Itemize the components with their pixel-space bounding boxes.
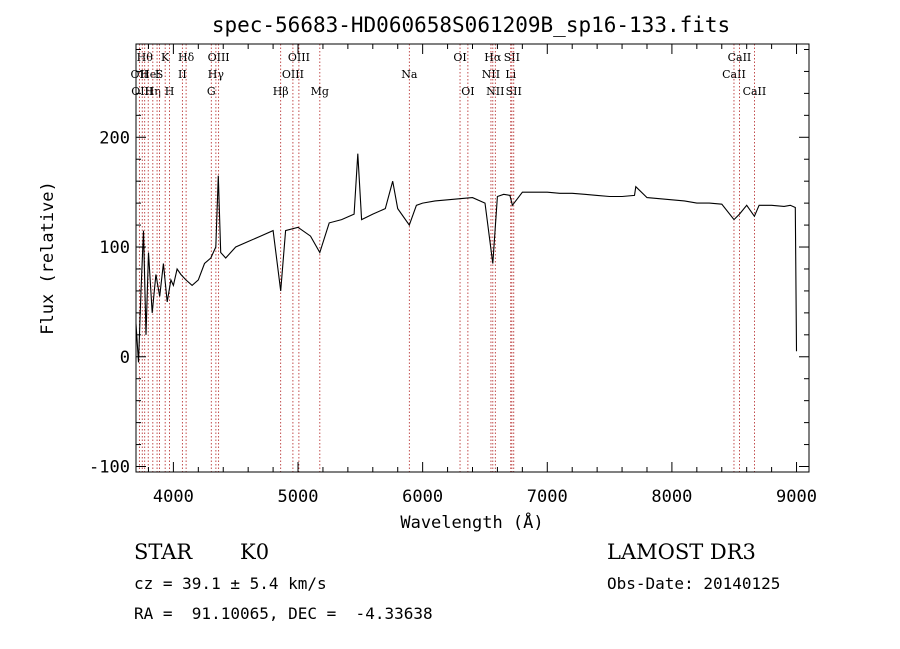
spectrum-line	[135, 153, 798, 363]
spectrum-plot: spec-56683-HD060658S061209B_sp16-133.fit…	[38, 13, 817, 533]
x-axis-ticks: 4000 5000 6000 7000 8000 9000	[147, 44, 817, 507]
line-label-24: Li	[505, 68, 516, 81]
line-label-23: NII	[486, 85, 504, 98]
y-axis-ticks: -100 0 100 200	[89, 48, 809, 478]
line-label-14: Hβ	[273, 85, 289, 98]
line-label-5: I	[155, 68, 159, 81]
object-type: STAR	[134, 540, 193, 564]
spectral-line-markers: OII OIII Hθ He Hη ISK HII Hδ G Hγ OIII Hβ OIII OIII Mg…	[131, 44, 767, 472]
line-label-12: Hγ	[208, 68, 225, 81]
line-label-15: OIII	[282, 68, 304, 81]
line-label-2: Hθ	[137, 51, 154, 64]
y-tick-label-0: 0	[120, 348, 130, 368]
spectrum-series	[135, 153, 798, 363]
line-label-29: CaII	[743, 85, 767, 98]
line-label-1: OIII	[131, 85, 153, 98]
line-label-8: H	[165, 85, 175, 98]
line-label-7: K	[161, 51, 170, 64]
line-label-3: He	[140, 68, 156, 81]
redshift-readout: cz = 39.1 ± 5.4 km/s	[134, 574, 327, 593]
x-tick-label-7000: 7000	[527, 487, 568, 507]
line-label-22: Hα	[484, 51, 502, 64]
line-label-0: OII	[131, 68, 149, 81]
y-tick-label-200: 200	[99, 128, 130, 148]
line-label-10: Hδ	[178, 51, 195, 64]
x-tick-label-9000: 9000	[776, 487, 817, 507]
subclass: K0	[240, 540, 270, 564]
line-label-4: Hη	[145, 85, 161, 98]
line-label-18: Na	[401, 68, 418, 81]
line-label-20: OI	[461, 85, 474, 98]
x-tick-label-4000: 4000	[153, 487, 194, 507]
x-tick-label-8000: 8000	[651, 487, 692, 507]
line-label-9: II	[178, 68, 187, 81]
x-axis-label: Wavelength (Å)	[400, 511, 543, 533]
y-tick-label--100: -100	[89, 458, 130, 478]
line-label-27: CaII	[722, 68, 746, 81]
y-axis-label: Flux (relative)	[38, 181, 58, 335]
line-label-19: OI	[453, 51, 466, 64]
coordinates: RA = 91.10065, DEC = -4.33638	[134, 604, 433, 623]
obs-date: Obs-Date: 20140125	[607, 574, 781, 593]
line-label-26: SII	[506, 85, 522, 98]
line-label-11: G	[207, 85, 216, 98]
x-tick-label-6000: 6000	[402, 487, 443, 507]
line-label-21: NII	[482, 68, 500, 81]
chart-title: spec-56683-HD060658S061209B_sp16-133.fit…	[212, 13, 730, 37]
survey-name: LAMOST DR3	[607, 540, 756, 564]
line-label-28: CaII	[728, 51, 752, 64]
line-label-6: S	[156, 68, 164, 81]
x-tick-label-5000: 5000	[278, 487, 319, 507]
plot-frame	[135, 43, 810, 473]
line-label-13: OIII	[208, 51, 230, 64]
line-label-17: Mg	[311, 85, 329, 98]
line-label-25: SII	[504, 51, 520, 64]
line-label-16: OIII	[288, 51, 310, 64]
y-tick-label-100: 100	[99, 238, 130, 258]
